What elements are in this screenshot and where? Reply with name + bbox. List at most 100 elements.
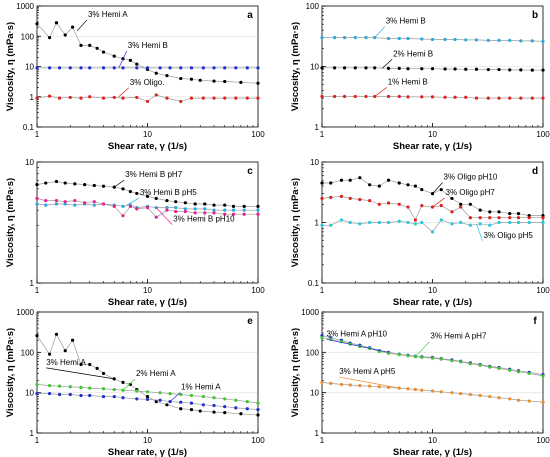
data-point [63, 200, 67, 204]
data-point [154, 215, 158, 219]
data-point [320, 380, 324, 384]
data-point [79, 362, 83, 367]
y-tick-label: 10 [310, 63, 319, 72]
data-point [516, 220, 521, 225]
data-point [413, 184, 417, 188]
data-point [145, 99, 150, 104]
y-tick-label: 10 [310, 158, 319, 167]
data-point [54, 198, 59, 203]
data-point [508, 220, 512, 225]
data-point [397, 36, 401, 41]
data-point [348, 220, 352, 225]
data-point [459, 220, 463, 225]
data-point [413, 222, 417, 226]
data-point [154, 400, 158, 404]
data-point [516, 212, 521, 216]
data-point [234, 398, 238, 402]
data-point [112, 204, 116, 208]
data-point [486, 96, 490, 100]
data-point [474, 38, 479, 42]
data-point [223, 96, 227, 100]
data-point [92, 183, 96, 188]
data-point [320, 181, 324, 185]
annotation-label: 3% Hemi B pH7 [125, 170, 182, 179]
data-point [174, 209, 178, 214]
data-point [256, 204, 260, 208]
data-point [47, 66, 52, 70]
data-point [368, 384, 372, 388]
y-tick-label: 1 [315, 429, 320, 438]
data-point [193, 207, 197, 211]
series-line [36, 203, 258, 211]
data-point [179, 392, 183, 397]
annotation-leader [169, 392, 181, 402]
data-point [386, 36, 391, 41]
annotation-label: 3% Hemi B pH5 [140, 188, 197, 197]
data-point [68, 385, 72, 389]
data-point [79, 96, 83, 100]
data-point [174, 200, 178, 204]
data-point [212, 203, 216, 207]
data-point [168, 391, 172, 396]
data-point [358, 197, 362, 202]
data-point [459, 205, 463, 209]
data-point [223, 405, 227, 409]
x-tick-label: 1 [35, 286, 40, 295]
data-point [231, 208, 236, 212]
x-tick-label: 100 [536, 130, 550, 139]
data-point [154, 196, 158, 201]
x-tick-label: 100 [536, 436, 550, 445]
data-point [234, 406, 238, 410]
data-point [508, 38, 512, 43]
data-point [128, 189, 132, 194]
data-point [128, 204, 132, 208]
data-point [420, 187, 424, 192]
data-point [541, 39, 545, 43]
data-point [530, 68, 534, 72]
data-point [516, 370, 521, 374]
data-point [377, 220, 381, 225]
data-point [212, 211, 216, 215]
data-point [459, 391, 463, 396]
data-point [443, 67, 447, 71]
data-point [231, 212, 236, 216]
data-point [189, 408, 194, 412]
data-point [44, 181, 48, 185]
x-tick-label: 1 [320, 286, 325, 295]
data-point [420, 388, 424, 392]
data-point [135, 62, 139, 66]
data-point [88, 66, 92, 70]
data-point [154, 93, 158, 97]
data-point [339, 382, 344, 387]
data-point [439, 204, 443, 208]
data-point [179, 407, 183, 411]
data-point [353, 66, 357, 70]
data-point [420, 95, 424, 99]
x-axis-label: Shear rate, γ (1/s) [108, 141, 187, 152]
data-point [165, 205, 169, 210]
data-point [193, 211, 197, 215]
data-point [189, 96, 194, 100]
data-point [443, 37, 447, 42]
data-point [79, 66, 83, 70]
data-point [57, 384, 62, 388]
data-point [35, 22, 39, 26]
data-point [112, 95, 116, 100]
data-point [256, 212, 260, 216]
data-point [474, 67, 479, 71]
data-point [135, 66, 139, 70]
data-point [201, 96, 205, 100]
data-point [35, 202, 39, 206]
data-point [231, 204, 236, 208]
data-point [527, 216, 531, 220]
data-point [397, 66, 401, 71]
data-point [368, 183, 372, 187]
data-point [358, 176, 362, 180]
data-point [223, 411, 227, 415]
y-axis-label: Viscosity, η (mPa·s) [5, 178, 16, 267]
data-point [179, 99, 183, 104]
data-point [121, 187, 125, 191]
data-point [519, 96, 523, 100]
data-point [135, 397, 139, 401]
